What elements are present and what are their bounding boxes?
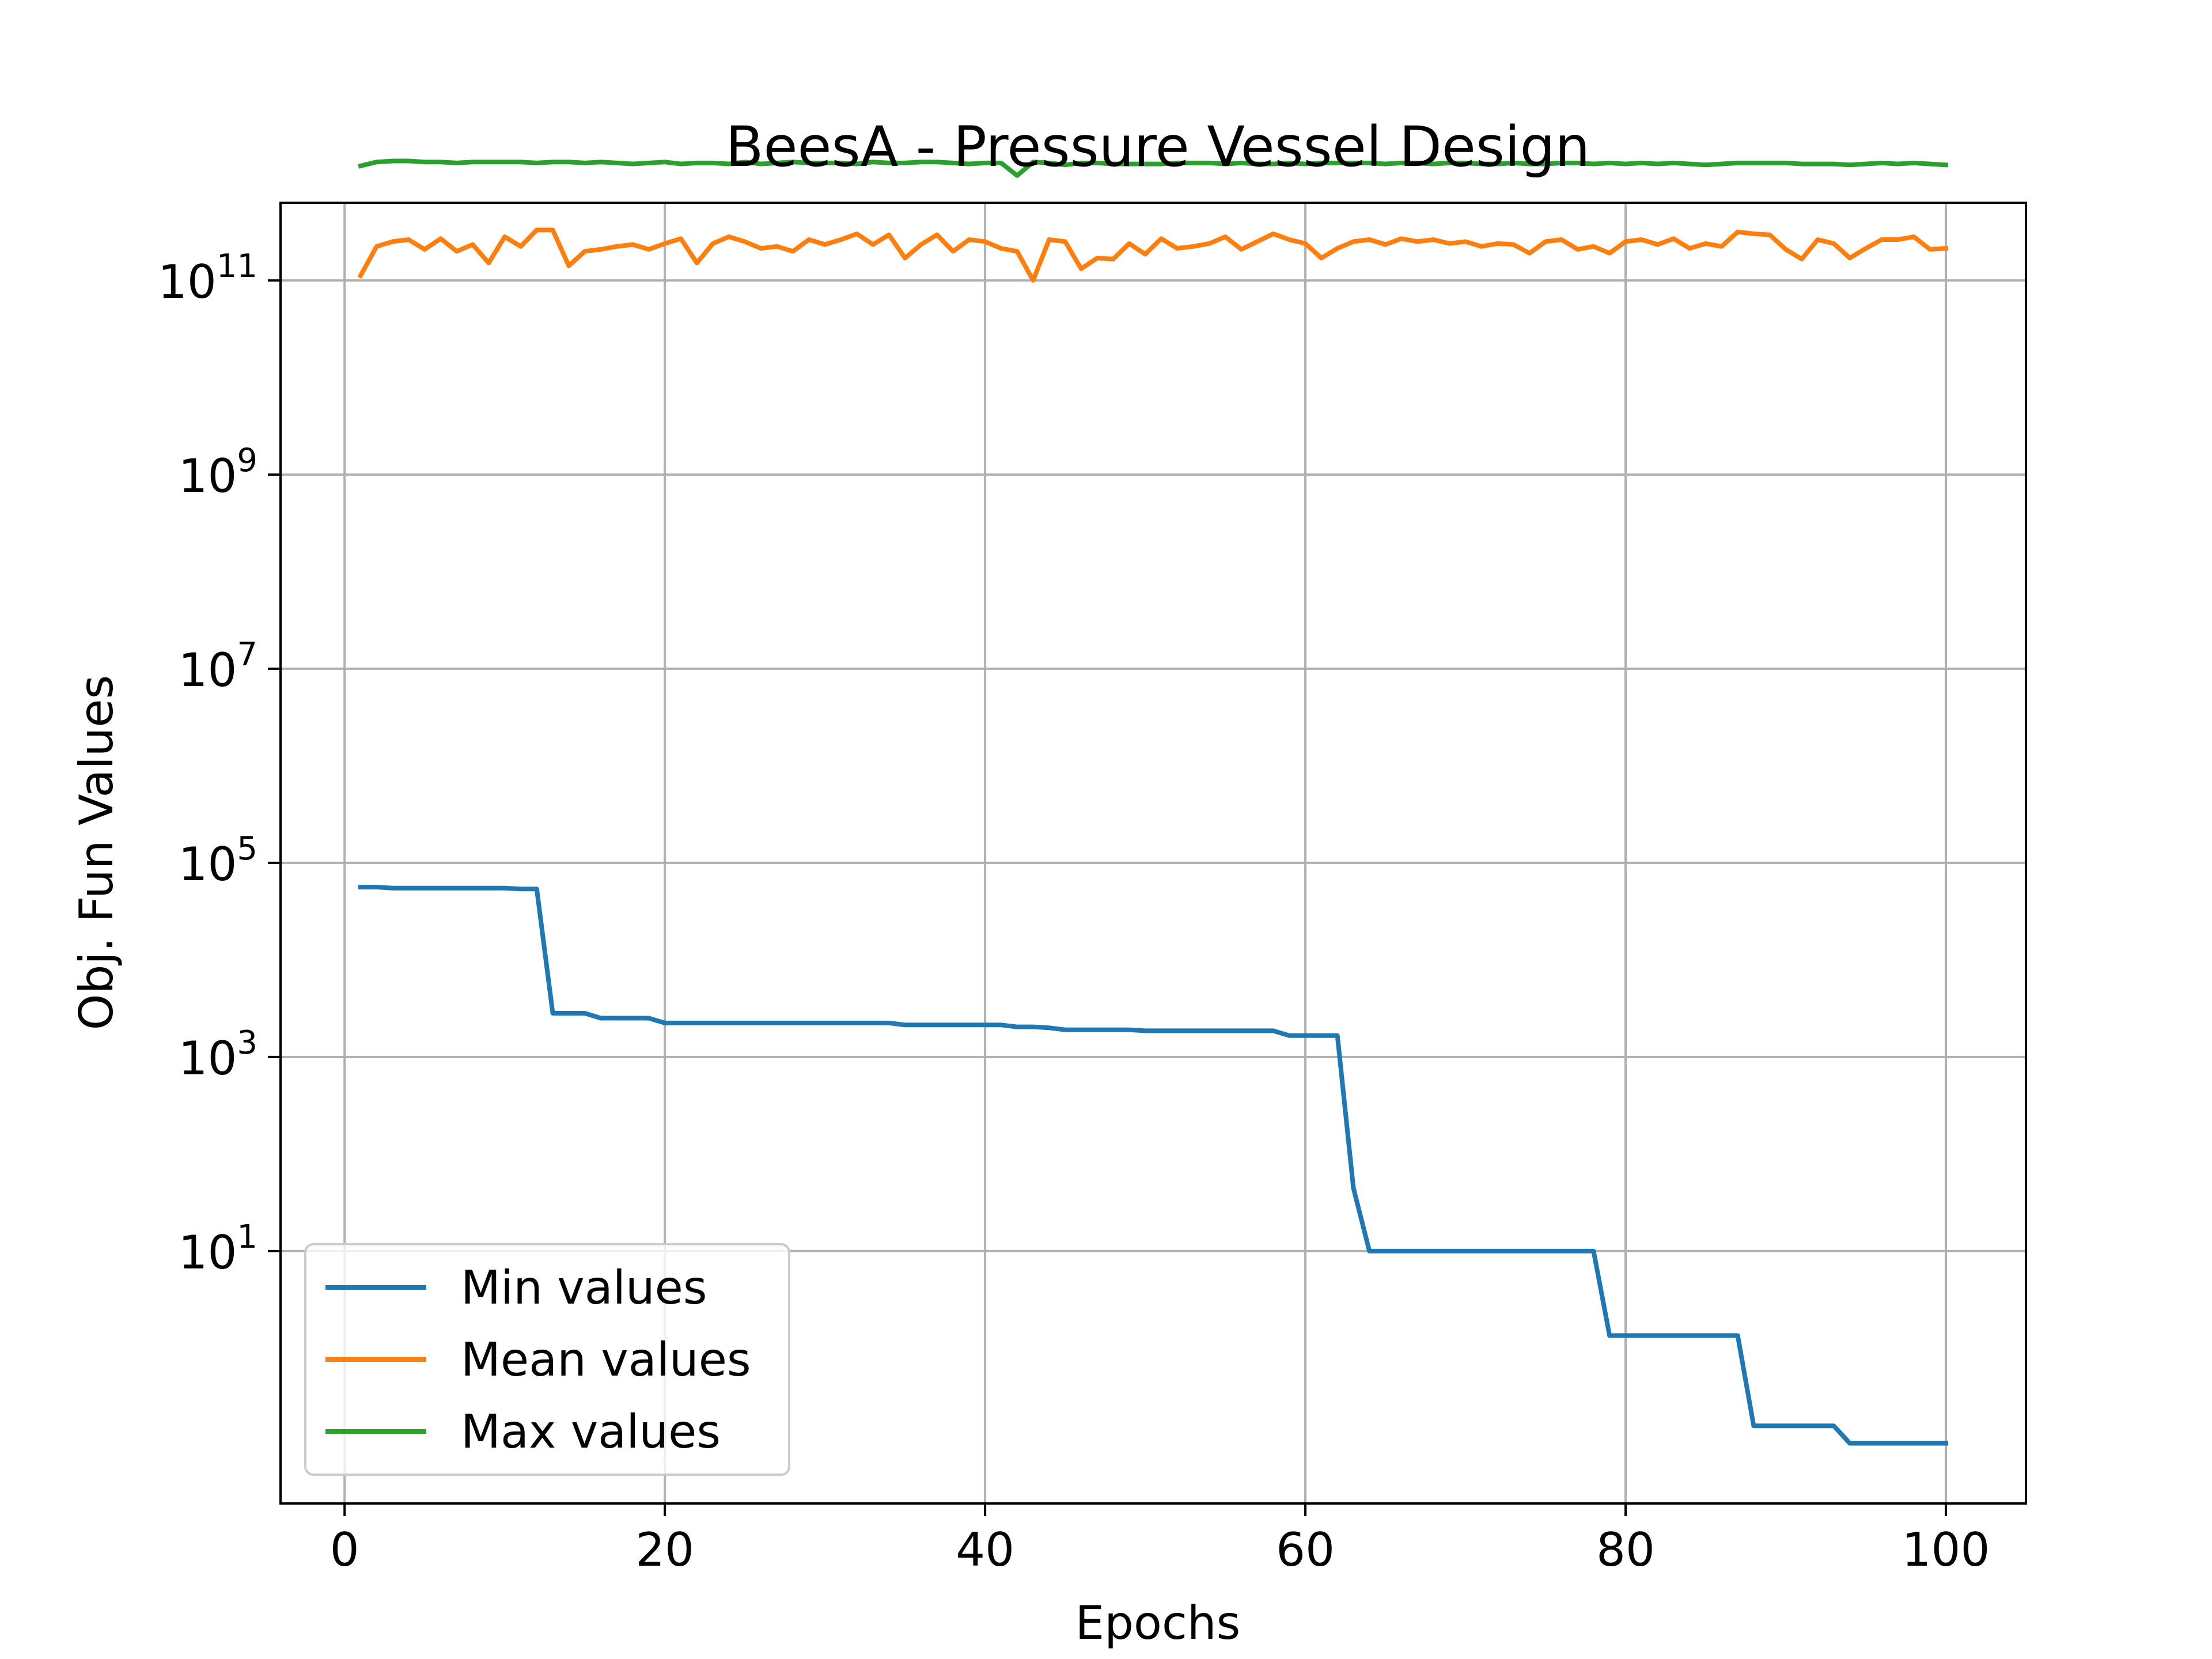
- series-lines: [357, 158, 1949, 1446]
- y-tick-label: 101: [179, 1218, 257, 1279]
- series-line-min: [358, 885, 1948, 1446]
- x-tick-label: 60: [1276, 1523, 1335, 1577]
- chart-title: BeesA - Pressure Vessel Design: [726, 115, 1590, 179]
- x-axis-ticks: 0 20 40 60 80 100: [330, 1503, 1990, 1577]
- y-tick-label: 107: [179, 636, 257, 697]
- y-axis-ticks: 101 103 105 107 109 1011: [158, 248, 281, 1279]
- x-axis-label: Epochs: [1075, 1596, 1241, 1650]
- x-tick-label: 20: [635, 1523, 694, 1577]
- x-tick-label: 40: [956, 1523, 1014, 1577]
- y-tick-label: 109: [179, 442, 257, 503]
- legend-label-min: Min values: [461, 1261, 707, 1315]
- plot-frame: [279, 202, 2027, 1505]
- x-tick-label: 0: [330, 1523, 359, 1577]
- y-tick-label: 103: [179, 1024, 257, 1085]
- legend-box: [304, 1243, 790, 1476]
- legend-label-max: Max values: [461, 1405, 721, 1459]
- y-tick-label: 1011: [158, 248, 257, 309]
- legend-label-mean: Mean values: [461, 1333, 751, 1387]
- series-line-max: [358, 158, 1949, 178]
- x-tick-label: 100: [1902, 1523, 1990, 1577]
- grid-lines: [281, 203, 2026, 1503]
- y-axis-label: Obj. Fun Values: [70, 675, 123, 1031]
- legend: Min values Mean values Max values: [304, 1243, 790, 1476]
- x-tick-label: 80: [1596, 1523, 1655, 1577]
- series-line-mean: [357, 228, 1949, 283]
- y-tick-label: 105: [179, 830, 257, 891]
